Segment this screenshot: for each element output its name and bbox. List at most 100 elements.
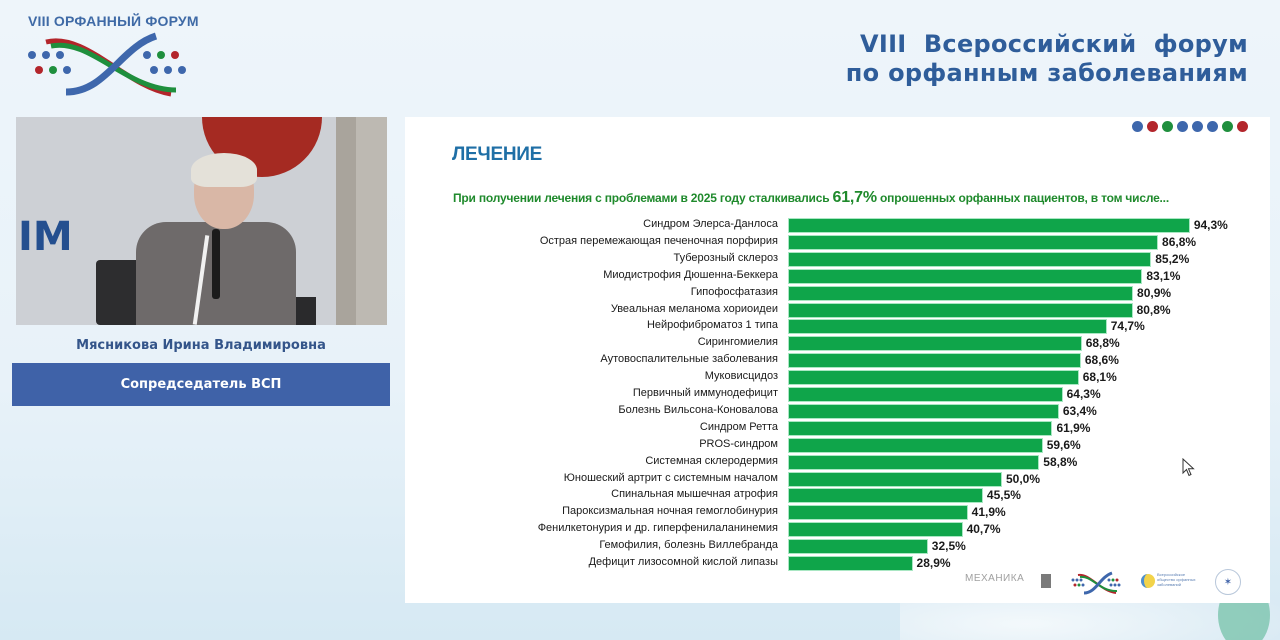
subtitle-highlight: 61,7% bbox=[832, 189, 878, 206]
bar-label: PROS-синдром bbox=[699, 437, 778, 450]
bar-value: 68,6% bbox=[1084, 353, 1119, 368]
speaker-name: Мясникова Ирина Владимировна bbox=[76, 338, 326, 353]
logo-title: VIII ОРФАННЫЙ ФОРУМ bbox=[28, 13, 199, 29]
bar bbox=[789, 455, 1039, 469]
chart-row: Дефицит лизосомной кислой липазы 28,9% bbox=[405, 555, 1270, 572]
bar-label: Фенилкетонурия и др. гиперфенилаланинеми… bbox=[537, 522, 778, 535]
decorative-dot bbox=[1162, 121, 1173, 132]
bar bbox=[789, 371, 1078, 385]
bar-label: Спинальная мышечная атрофия bbox=[611, 488, 778, 501]
slide-title: ЛЕЧЕНИЕ bbox=[452, 144, 542, 165]
forum-logo-small-icon bbox=[1071, 571, 1121, 595]
bar-value: 80,8% bbox=[1136, 302, 1171, 317]
bar-value: 80,9% bbox=[1137, 285, 1172, 300]
decorative-dot bbox=[1192, 121, 1203, 132]
chart-row: Первичный иммунодефицит 64,3% bbox=[405, 386, 1270, 403]
bar-label: Юношеский артрит с системным началом bbox=[563, 471, 778, 484]
speaker-role: Сопредседатель ВСП bbox=[120, 377, 282, 392]
bar bbox=[789, 303, 1132, 317]
bar bbox=[789, 506, 967, 520]
bar-label: Гипофосфатазия bbox=[690, 285, 778, 298]
bar-label: Дефицит лизосомной кислой липазы bbox=[588, 556, 778, 568]
forum-logo: VIII ОРФАННЫЙ ФОРУМ bbox=[26, 12, 199, 102]
bar-value: 58,8% bbox=[1043, 454, 1078, 469]
bar-label: Пароксизмальная ночная гемоглобинурия bbox=[562, 505, 778, 518]
decorative-dot bbox=[1132, 121, 1143, 132]
vop-logo-text: Всероссийское общество орфанных заболева… bbox=[1157, 572, 1196, 587]
speaker-role-banner: Сопредседатель ВСП bbox=[12, 363, 390, 406]
partner-circle-logo-icon: ✶ bbox=[1215, 569, 1241, 595]
chart-row: Синдром Элерса-Данлоса 94,3% bbox=[405, 217, 1270, 234]
bar bbox=[789, 404, 1058, 418]
bar bbox=[789, 235, 1158, 249]
decorative-dots bbox=[1132, 121, 1248, 132]
bar-value: 68,8% bbox=[1085, 336, 1120, 351]
bar-label: Сирингомиелия bbox=[697, 336, 778, 349]
bar-value: 63,4% bbox=[1062, 403, 1097, 418]
bar-label: Нейрофиброматоз 1 типа bbox=[646, 319, 778, 332]
bar-label: Первичный иммунодефицит bbox=[632, 387, 778, 399]
bar-label: Болезнь Вильсона-Коновалова bbox=[618, 403, 778, 416]
bar-value: 74,7% bbox=[1110, 319, 1145, 334]
bar-value: 32,5% bbox=[931, 539, 966, 554]
partner-logos: МЕХАНИКА Всероссийское общество орфанных… bbox=[965, 569, 1265, 597]
bar-value: 85,2% bbox=[1155, 251, 1190, 266]
forum-title-line2: по орфанным заболеваниям bbox=[845, 59, 1248, 87]
decorative-dot bbox=[1147, 121, 1158, 132]
bar-value: 68,1% bbox=[1082, 370, 1117, 385]
chart-row: Гипофосфатазия 80,9% bbox=[405, 285, 1270, 302]
speaker-hair bbox=[191, 153, 257, 187]
bar bbox=[789, 388, 1062, 401]
bar-value: 41,9% bbox=[971, 505, 1006, 520]
chart-row: Туберозный склероз 85,2% bbox=[405, 251, 1270, 268]
decorative-dot bbox=[1222, 121, 1233, 132]
decorative-dot bbox=[1207, 121, 1218, 132]
chart-row: Муковисцидоз 68,1% bbox=[405, 369, 1270, 386]
bar bbox=[789, 320, 1106, 334]
presentation-slide: ЛЕЧЕНИЕ При получении лечения с проблема… bbox=[405, 117, 1270, 603]
bar-label: Синдром Элерса-Данлоса bbox=[643, 218, 778, 230]
bar-value: 94,3% bbox=[1193, 218, 1228, 232]
vop-logo-icon bbox=[1141, 574, 1155, 588]
mouse-cursor-icon bbox=[1182, 458, 1195, 477]
bar-label: Муковисцидоз bbox=[704, 370, 778, 383]
chart-row: Аутовоспалительные заболевания 68,6% bbox=[405, 352, 1270, 369]
chart-row: PROS-синдром 59,6% bbox=[405, 437, 1270, 454]
bar-label: Аутовоспалительные заболевания bbox=[600, 353, 778, 366]
bar-label: Туберозный склероз bbox=[673, 251, 778, 264]
bar-value: 50,0% bbox=[1006, 471, 1041, 486]
bar-label: Гемофилия, болезнь Виллебранда bbox=[599, 539, 778, 552]
background-decoration bbox=[900, 600, 1280, 640]
chart-row: Сирингомиелия 68,8% bbox=[405, 335, 1270, 352]
bar-label: Системная склеродермия bbox=[645, 454, 778, 467]
bar-value: 40,7% bbox=[966, 522, 1001, 537]
chart-row: Увеальная меланома хориоидеи 80,8% bbox=[405, 302, 1270, 319]
decorative-dot bbox=[1177, 121, 1188, 132]
chart-row: Спинальная мышечная атрофия 45,5% bbox=[405, 487, 1270, 504]
forum-title: VIII Всероссийский форум по орфанным заб… bbox=[846, 30, 1248, 88]
bar-value: 28,9% bbox=[916, 556, 951, 570]
subtitle-post: опрошенных орфанных пациентов, в том чис… bbox=[876, 191, 1169, 205]
chart-row: Гемофилия, болезнь Виллебранда 32,5% bbox=[405, 538, 1270, 555]
bar-value: 45,5% bbox=[986, 488, 1021, 503]
bar-value: 86,8% bbox=[1162, 234, 1197, 249]
bar bbox=[789, 489, 982, 503]
bar-label: Миодистрофия Дюшенна-Беккера bbox=[603, 268, 778, 281]
speaker-video: IM bbox=[16, 117, 387, 325]
partner-mehanika-logo: МЕХАНИКА bbox=[965, 573, 1025, 584]
chart-row: Пароксизмальная ночная гемоглобинурия 41,… bbox=[405, 504, 1270, 521]
chart-row: Нейрофиброматоз 1 типа 74,7% bbox=[405, 318, 1270, 335]
bar bbox=[789, 557, 912, 570]
chart-row: Острая перемежающая печеночная порфирия 8… bbox=[405, 234, 1270, 251]
chart-row: Синдром Ретта 61,9% bbox=[405, 420, 1270, 437]
forum-title-line1: VIII Всероссийский форум bbox=[859, 30, 1248, 58]
bar bbox=[789, 540, 927, 554]
dna-cross-logo-icon bbox=[28, 32, 186, 97]
bar bbox=[789, 354, 1080, 368]
microphone-icon bbox=[212, 229, 220, 299]
bar bbox=[789, 269, 1142, 283]
bar-value: 61,9% bbox=[1056, 420, 1091, 435]
slide-subtitle: При получении лечения с проблемами в 202… bbox=[453, 189, 1169, 207]
bar bbox=[789, 438, 1042, 452]
bar-label: Острая перемежающая печеночная порфирия bbox=[539, 234, 778, 247]
